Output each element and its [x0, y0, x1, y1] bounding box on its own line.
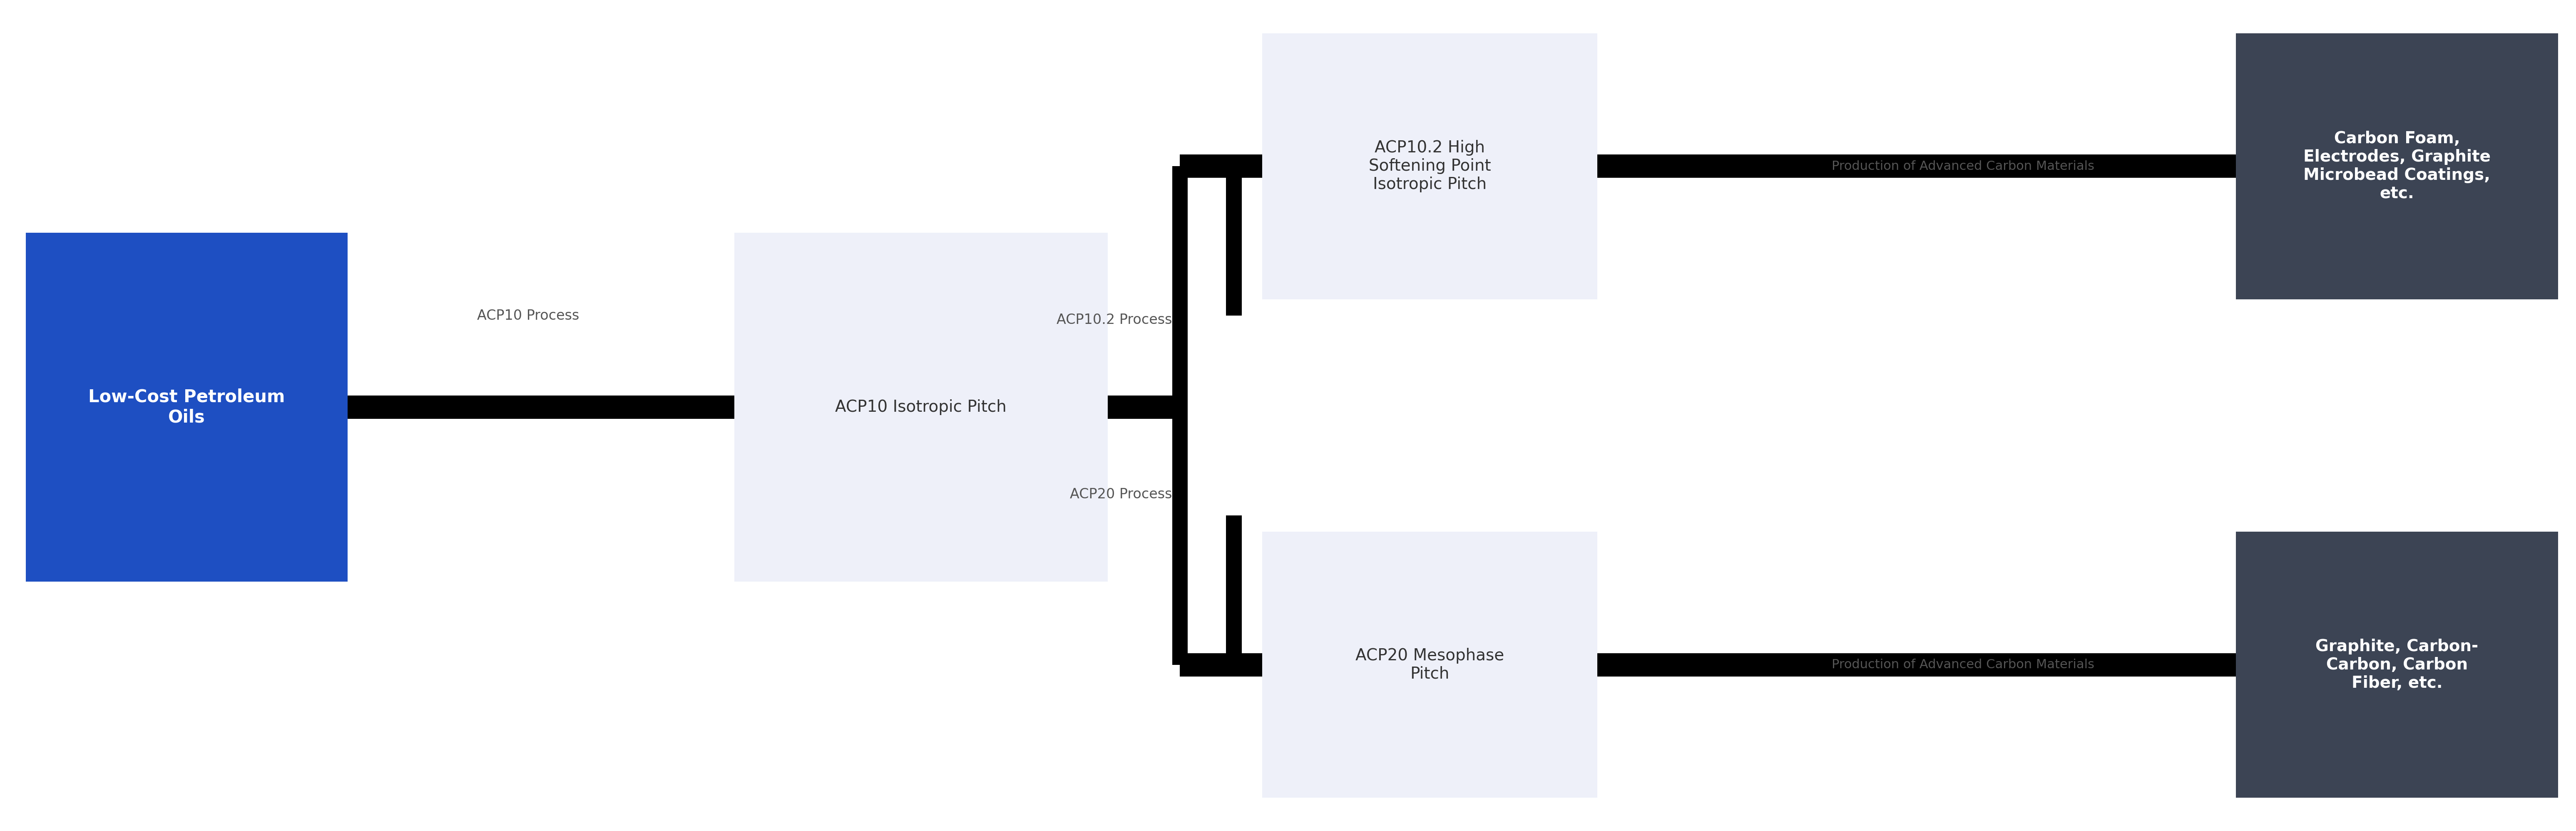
Bar	[1226, 515, 1242, 665]
Bar	[1108, 396, 1180, 419]
Bar	[26, 233, 348, 582]
Text: Graphite, Carbon-
Carbon, Carbon
Fiber, etc.: Graphite, Carbon- Carbon, Carbon Fiber, …	[2316, 638, 2478, 691]
Bar	[1172, 407, 1188, 665]
Bar	[2236, 532, 2558, 798]
Text: ACP10.2 High
Softening Point
Isotropic Pitch: ACP10.2 High Softening Point Isotropic P…	[1368, 140, 1492, 193]
Bar	[1226, 166, 1242, 316]
Text: Low-Cost Petroleum
Oils: Low-Cost Petroleum Oils	[88, 388, 286, 426]
Text: ACP10 Process: ACP10 Process	[477, 309, 580, 322]
Bar	[2236, 33, 2558, 299]
Text: ACP20 Mesophase
Pitch: ACP20 Mesophase Pitch	[1355, 647, 1504, 682]
Text: ACP20 Process: ACP20 Process	[1069, 488, 1172, 501]
Bar	[1597, 653, 2236, 676]
Bar	[1262, 532, 1597, 798]
Text: ACP10 Isotropic Pitch: ACP10 Isotropic Pitch	[835, 399, 1007, 416]
Bar	[1180, 653, 1262, 676]
Text: ACP10.2 Process: ACP10.2 Process	[1056, 313, 1172, 327]
Bar	[348, 396, 734, 419]
Text: Production of Advanced Carbon Materials: Production of Advanced Carbon Materials	[1832, 160, 2094, 172]
Text: Carbon Foam,
Electrodes, Graphite
Microbead Coatings,
etc.: Carbon Foam, Electrodes, Graphite Microb…	[2303, 130, 2491, 202]
Text: Production of Advanced Carbon Materials: Production of Advanced Carbon Materials	[1832, 659, 2094, 671]
Bar	[1180, 155, 1262, 178]
Bar	[1172, 166, 1188, 407]
Bar	[1262, 33, 1597, 299]
Bar	[1597, 155, 2236, 178]
Bar	[734, 233, 1108, 582]
